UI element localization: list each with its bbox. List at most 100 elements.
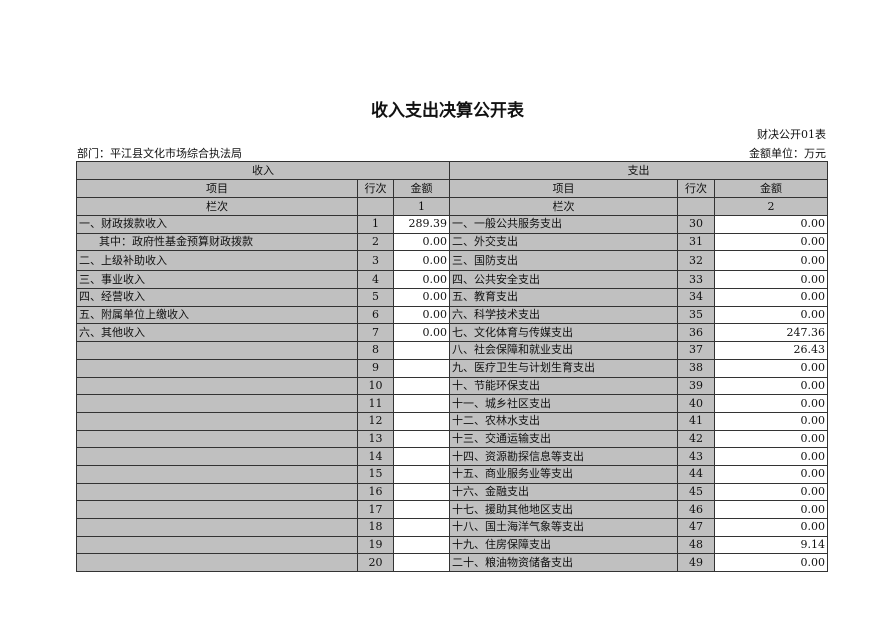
income-item (76, 553, 358, 573)
income-amount (393, 376, 450, 396)
income-amount (393, 447, 450, 466)
income-row-no: 13 (357, 429, 394, 449)
expense-rowno-blank (677, 197, 715, 216)
income-row-no: 4 (357, 270, 394, 290)
income-amount (393, 394, 450, 413)
income-column-no-label: 栏次 (76, 197, 358, 216)
income-item (76, 447, 358, 466)
income-amount: 0.00 (393, 323, 450, 343)
income-row-no: 19 (357, 535, 394, 555)
expense-item: 十五、商业服务业等支出 (449, 464, 678, 484)
income-item: 其中：政府性基金预算财政拨款 (76, 232, 358, 252)
expense-row-no: 36 (677, 323, 715, 343)
expense-row-no: 44 (677, 464, 715, 484)
income-row-no: 20 (357, 553, 394, 573)
income-amount (393, 482, 450, 502)
income-row-no: 1 (357, 215, 394, 234)
income-row-no: 5 (357, 288, 394, 307)
expense-item: 十三、交通运输支出 (449, 429, 678, 449)
income-item: 五、附属单位上缴收入 (76, 305, 358, 325)
expense-amount: 0.00 (714, 215, 828, 234)
expense-amount: 0.00 (714, 288, 828, 307)
expense-item: 十六、金融支出 (449, 482, 678, 502)
income-item (76, 376, 358, 396)
income-amount (393, 553, 450, 573)
income-item (76, 429, 358, 449)
income-item (76, 518, 358, 537)
income-amount: 0.00 (393, 270, 450, 290)
income-expense-table: 收入 支出 项目 行次 金额 项目 行次 金额 栏次 1 栏次 2 一、财政拨款… (76, 161, 828, 573)
income-row-no: 14 (357, 447, 394, 466)
expense-row-no: 40 (677, 394, 715, 413)
expense-item: 十四、资源勘探信息等支出 (449, 447, 678, 466)
expense-item: 十一、城乡社区支出 (449, 394, 678, 413)
table-row: 10 十、节能环保支出 39 0.00 (76, 376, 828, 396)
income-row-no: 16 (357, 482, 394, 502)
income-row-no: 2 (357, 232, 394, 252)
income-amount: 0.00 (393, 250, 450, 272)
expense-amount: 0.00 (714, 447, 828, 466)
expense-amount: 26.43 (714, 341, 828, 360)
expense-row-no: 31 (677, 232, 715, 252)
page-title: 收入支出决算公开表 (371, 101, 524, 121)
income-row-no: 17 (357, 500, 394, 519)
income-item-header: 项目 (76, 179, 358, 198)
table-row: 17 十七、援助其他地区支出 46 0.00 (76, 500, 828, 519)
expense-row-no: 34 (677, 288, 715, 307)
table-row: 14 十四、资源勘探信息等支出 43 0.00 (76, 447, 828, 466)
income-amount (393, 358, 450, 378)
expense-item: 十二、农林水支出 (449, 411, 678, 431)
table-row: 六、其他收入 7 0.00 七、文化体育与传媒支出 36 247.36 (76, 323, 828, 343)
expense-item: 四、公共安全支出 (449, 270, 678, 290)
income-row-no: 15 (357, 464, 394, 484)
expense-item: 十八、国土海洋气象等支出 (449, 518, 678, 537)
income-row-no: 7 (357, 323, 394, 343)
expense-amount: 247.36 (714, 323, 828, 343)
table-row: 20 二十、粮油物资储备支出 49 0.00 (76, 553, 828, 573)
table-row: 16 十六、金融支出 45 0.00 (76, 482, 828, 502)
expense-amount: 0.00 (714, 411, 828, 431)
income-row-no: 6 (357, 305, 394, 325)
income-amount: 289.39 (393, 215, 450, 234)
expense-item: 九、医疗卫生与计划生育支出 (449, 358, 678, 378)
income-row-no: 12 (357, 411, 394, 431)
expense-row-no: 33 (677, 270, 715, 290)
expense-amount: 0.00 (714, 518, 828, 537)
expense-amount: 0.00 (714, 250, 828, 272)
expense-row-no: 39 (677, 376, 715, 396)
table-row: 一、财政拨款收入 1 289.39 一、一般公共服务支出 30 0.00 (76, 215, 828, 234)
expense-item: 一、一般公共服务支出 (449, 215, 678, 234)
expense-amount: 0.00 (714, 232, 828, 252)
income-amount (393, 411, 450, 431)
table-row: 五、附属单位上缴收入 6 0.00 六、科学技术支出 35 0.00 (76, 305, 828, 325)
income-column-number: 1 (393, 197, 450, 216)
income-row-no: 8 (357, 341, 394, 360)
table-row: 11 十一、城乡社区支出 40 0.00 (76, 394, 828, 413)
table-row: 四、经营收入 5 0.00 五、教育支出 34 0.00 (76, 288, 828, 307)
income-item (76, 341, 358, 360)
income-amount (393, 464, 450, 484)
expense-amount: 0.00 (714, 429, 828, 449)
expense-item: 二、外交支出 (449, 232, 678, 252)
income-item (76, 358, 358, 378)
table-row: 三、事业收入 4 0.00 四、公共安全支出 33 0.00 (76, 270, 828, 290)
income-item: 一、财政拨款收入 (76, 215, 358, 234)
income-item (76, 464, 358, 484)
income-amount (393, 535, 450, 555)
expense-row-no: 49 (677, 553, 715, 573)
income-item: 二、上级补助收入 (76, 250, 358, 272)
expense-amount: 0.00 (714, 464, 828, 484)
expense-item: 十七、援助其他地区支出 (449, 500, 678, 519)
income-row-no: 11 (357, 394, 394, 413)
table-row: 二、上级补助收入 3 0.00 三、国防支出 32 0.00 (76, 250, 828, 272)
expense-item: 十九、住房保障支出 (449, 535, 678, 555)
expense-item-header: 项目 (449, 179, 678, 198)
expense-item: 七、文化体育与传媒支出 (449, 323, 678, 343)
income-amount: 0.00 (393, 288, 450, 307)
expense-amount: 0.00 (714, 376, 828, 396)
income-item: 四、经营收入 (76, 288, 358, 307)
expense-item: 六、科学技术支出 (449, 305, 678, 325)
income-item (76, 482, 358, 502)
expense-row-no: 42 (677, 429, 715, 449)
